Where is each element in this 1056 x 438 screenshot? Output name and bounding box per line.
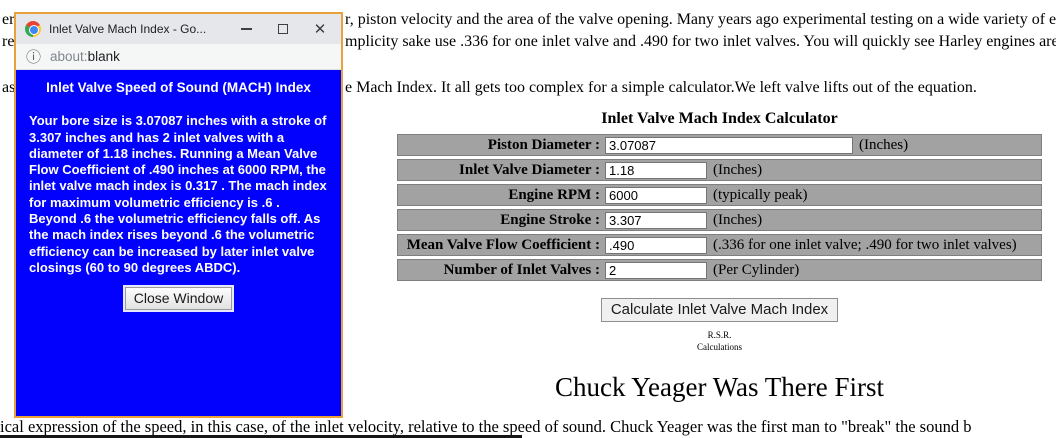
address-bar[interactable]: ⓘ about:blank [16,44,341,70]
row-unit: (Inches) [859,136,909,153]
row-label: Number of Inlet Valves : [443,261,600,278]
calculate-button[interactable]: Calculate Inlet Valve Mach Index [600,298,839,322]
piston-diameter-input[interactable] [605,136,853,154]
paragraph-fragment: ical expression of the speed, in this ca… [0,417,972,436]
minimize-icon[interactable] [239,22,253,36]
dialog-body-text: Your bore size is 3.07087 inches with a … [29,113,327,275]
engine-stroke-input[interactable] [605,211,707,229]
paragraph-fragment: mplicity sake use .336 for one inlet val… [345,33,1056,50]
window-title: Inlet Valve Mach Index - Go... [49,22,207,36]
row-label: Inlet Valve Diameter : [459,161,600,178]
section-heading: Chuck Yeager Was There First [554,372,885,402]
info-icon[interactable]: ⓘ [26,48,42,66]
divider-rule [0,435,522,438]
close-window-button[interactable]: Close Window [124,287,233,311]
dialog-content: Inlet Valve Speed of Sound (MACH) Index … [16,70,341,416]
credit-line: Calculations [697,341,742,352]
table-row: Engine Stroke : (Inches) [397,209,1042,231]
table-row: Engine RPM : (typically peak) [397,184,1042,206]
row-label: Engine Stroke : [500,211,600,228]
mean-valve-flow-coefficient-input[interactable] [605,236,707,254]
table-row: Mean Valve Flow Coefficient : (.336 for … [397,234,1042,256]
engine-rpm-input[interactable] [605,186,707,204]
maximize-icon[interactable] [276,22,290,36]
row-label: Piston Diameter : [487,136,600,153]
row-unit: (Per Cylinder) [713,261,800,278]
url-scheme: about: [50,49,88,64]
paragraph-fragment: e Mach Index. It all gets too complex fo… [345,79,977,96]
row-unit: (Inches) [713,211,763,228]
dialog-heading: Inlet Valve Speed of Sound (MACH) Index [46,80,311,95]
calculator-title: Inlet Valve Mach Index Calculator [601,110,838,127]
inlet-valve-diameter-input[interactable] [605,161,707,179]
url-path: blank [87,49,120,64]
credit-line: R.S.R. [707,330,732,340]
chrome-icon [25,21,41,37]
paragraph-fragment: r, piston velocity and the area of the v… [345,11,1056,28]
close-icon[interactable]: ✕ [313,21,327,38]
table-row: Piston Diameter : (Inches) [397,134,1042,156]
calculator-table: Piston Diameter : (Inches) Inlet Valve D… [397,134,1042,284]
popup-window: Inlet Valve Mach Index - Go... ✕ ⓘ about… [14,12,343,418]
row-unit: (.336 for one inlet valve; .490 for two … [713,236,1017,253]
table-row: Number of Inlet Valves : (Per Cylinder) [397,259,1042,281]
url-text[interactable]: about:blank [50,49,120,64]
row-label: Engine RPM : [508,186,600,203]
number-of-inlet-valves-input[interactable] [605,261,707,279]
row-unit: (Inches) [713,161,763,178]
credit-text: R.S.R. Calculations [397,330,1042,353]
window-titlebar[interactable]: Inlet Valve Mach Index - Go... ✕ [16,14,341,44]
row-label: Mean Valve Flow Coefficient : [406,236,600,253]
table-row: Inlet Valve Diameter : (Inches) [397,159,1042,181]
row-unit: (typically peak) [713,186,808,203]
